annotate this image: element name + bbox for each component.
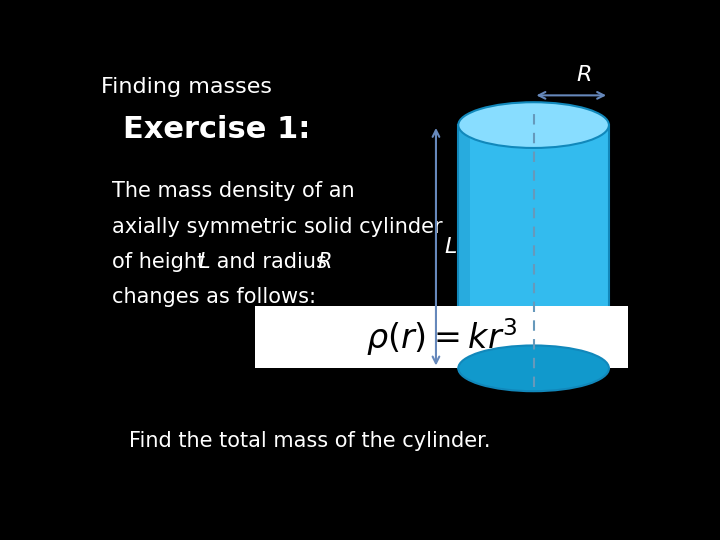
Text: Exercise 1:: Exercise 1: (124, 114, 311, 144)
Text: R: R (577, 65, 593, 85)
Text: $\rho(r)= kr^3$: $\rho(r)= kr^3$ (366, 316, 517, 358)
Text: and radius: and radius (210, 252, 333, 272)
Text: L: L (199, 252, 210, 272)
Text: The mass density of an: The mass density of an (112, 181, 355, 201)
Ellipse shape (458, 102, 609, 148)
Text: Find the total mass of the cylinder.: Find the total mass of the cylinder. (129, 431, 490, 451)
Text: Finding masses: Finding masses (101, 77, 272, 97)
FancyBboxPatch shape (255, 306, 629, 368)
Text: changes as follows:: changes as follows: (112, 287, 316, 307)
Bar (459, 125, 609, 368)
Text: axially symmetric solid cylinder: axially symmetric solid cylinder (112, 217, 443, 237)
Bar (459, 125, 469, 368)
Text: R: R (318, 252, 332, 272)
Ellipse shape (458, 346, 609, 391)
Text: of height: of height (112, 252, 212, 272)
Text: L: L (444, 237, 456, 256)
